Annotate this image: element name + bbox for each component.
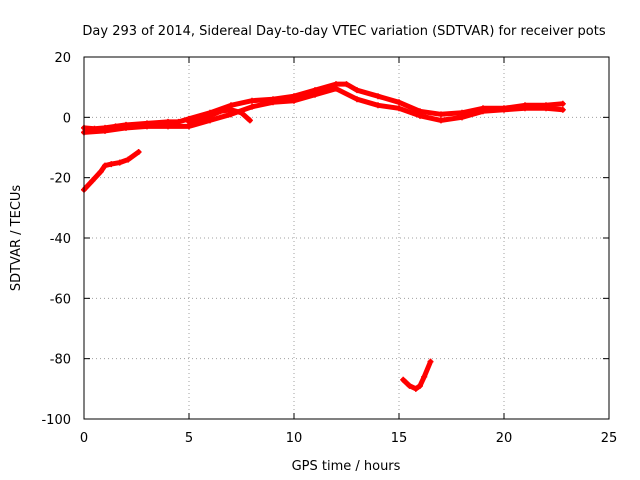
data-point (135, 149, 142, 156)
data-point (116, 159, 123, 166)
grid (84, 57, 609, 419)
data-point (427, 358, 434, 365)
y-axis-label: SDTVAR / TECUs (9, 185, 24, 292)
data-point (291, 97, 297, 104)
data-point (217, 108, 224, 115)
data-point (165, 123, 171, 130)
x-tick-label: 20 (496, 431, 513, 446)
series-line-2 (81, 86, 566, 135)
data-point (501, 106, 507, 113)
data-point (175, 118, 182, 125)
data-point (270, 99, 276, 106)
data-series (81, 81, 566, 392)
data-point (412, 385, 419, 392)
data-point (207, 112, 213, 119)
data-point (102, 162, 108, 169)
data-point (421, 373, 428, 380)
data-point (375, 93, 381, 100)
x-tick-label: 25 (601, 431, 618, 446)
data-point (102, 127, 108, 134)
data-point (406, 382, 413, 389)
data-point (417, 112, 423, 119)
data-point (343, 81, 350, 88)
data-point (396, 99, 402, 106)
x-axis-label: GPS time / hours (292, 459, 401, 474)
data-point (249, 103, 255, 110)
data-point (438, 117, 444, 124)
plot-frame (83, 56, 610, 420)
y-tick-label: -40 (50, 232, 71, 247)
data-point (559, 106, 566, 113)
data-point (89, 177, 96, 184)
data-point (375, 102, 381, 109)
data-point (312, 91, 318, 98)
data-point (228, 106, 234, 113)
x-tick-label: 5 (185, 431, 193, 446)
data-point (400, 376, 407, 383)
series-line-3 (186, 107, 253, 125)
data-point (459, 114, 465, 121)
data-point (246, 117, 253, 124)
series-line-5 (400, 359, 433, 392)
y-tick-label: 0 (63, 111, 71, 126)
data-point (186, 118, 192, 125)
data-point (480, 108, 486, 115)
y-tick-label: -20 (50, 172, 71, 187)
y-tick-label: -100 (41, 413, 71, 428)
chart-title: Day 293 of 2014, Sidereal Day-to-day VTE… (82, 24, 605, 39)
data-point (144, 123, 150, 130)
data-point (354, 87, 360, 94)
data-point (125, 156, 132, 163)
data-point (354, 96, 360, 103)
y-tick-label: -60 (50, 292, 71, 307)
y-tick-label: 20 (54, 51, 71, 66)
data-point (249, 97, 255, 104)
series-line-4 (81, 149, 142, 193)
data-point (543, 105, 549, 112)
data-point (396, 105, 402, 112)
data-point (97, 168, 104, 175)
data-point (333, 85, 339, 92)
series-line-1 (81, 81, 566, 132)
y-tick-label: -80 (50, 353, 71, 368)
data-point (438, 111, 444, 118)
x-tick-label: 15 (391, 431, 408, 446)
data-point (522, 105, 528, 112)
x-tick-label: 0 (80, 431, 88, 446)
data-point (123, 124, 129, 131)
x-tick-label: 10 (286, 431, 303, 446)
ticks: 0 5 10 15 20 25 -100 -80 -60 -40 -20 0 20 (41, 51, 617, 446)
data-point (417, 382, 423, 389)
data-point (559, 100, 566, 107)
data-point (238, 109, 245, 116)
data-point (108, 161, 115, 168)
